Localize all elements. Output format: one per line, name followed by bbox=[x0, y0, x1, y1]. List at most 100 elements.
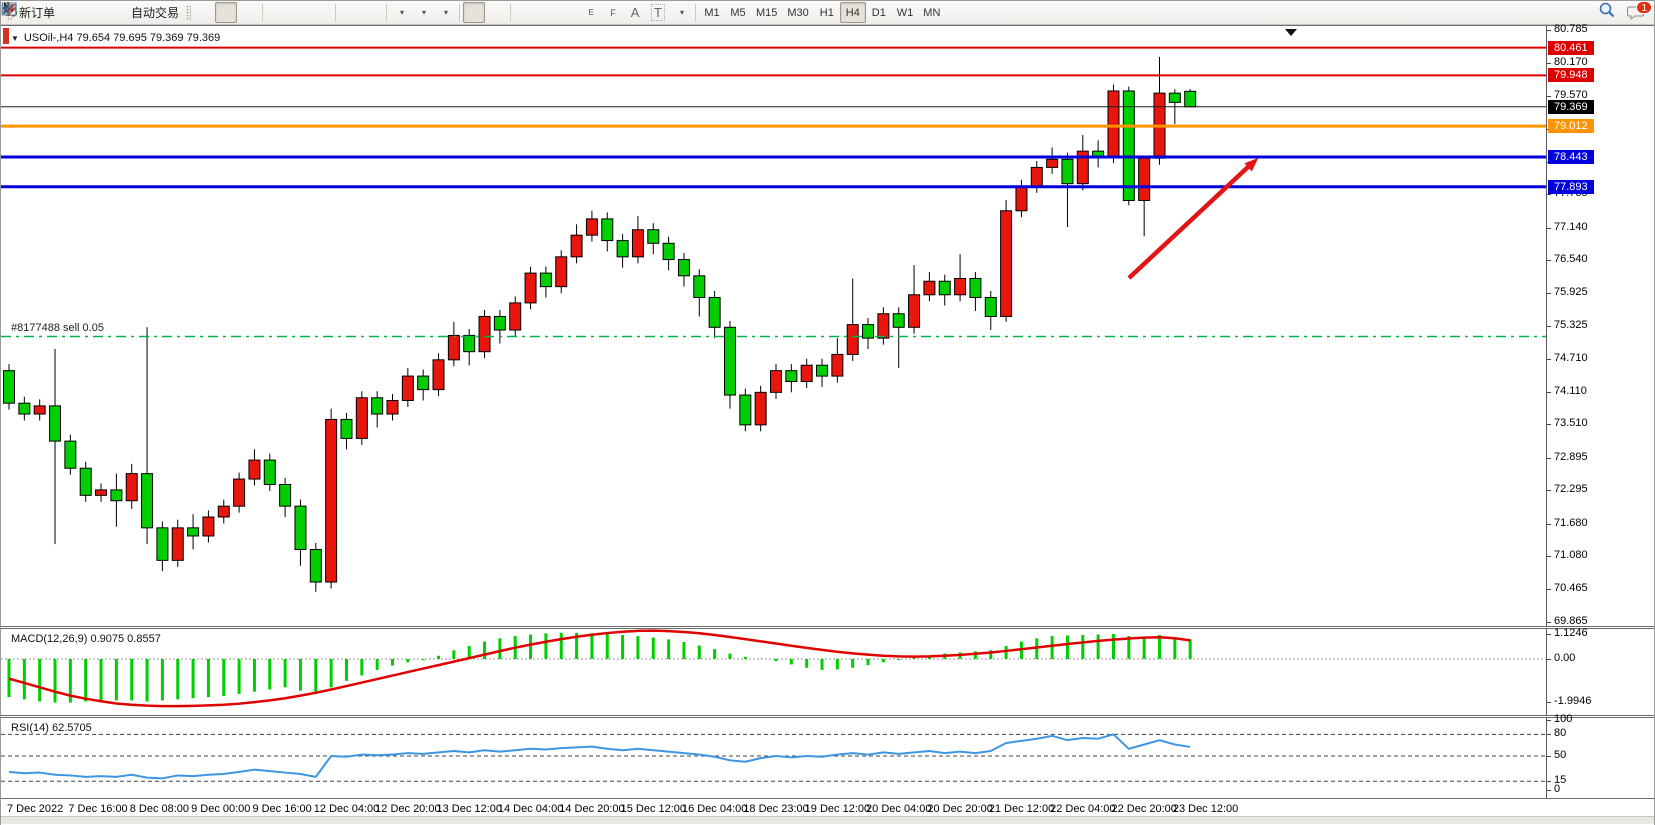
axis-tick bbox=[1547, 424, 1551, 426]
rsi-axis[interactable]: 100 80 50 15 0 bbox=[1546, 713, 1649, 798]
tf-button-D1[interactable]: D1 bbox=[871, 6, 886, 19]
rsi-scale-label: 50 bbox=[1554, 749, 1567, 761]
axis-tick bbox=[1547, 30, 1551, 31]
time-axis-label: 12 Dec 20:00 bbox=[375, 803, 441, 815]
price-tick-label: 76.540 bbox=[1554, 253, 1588, 266]
candle-chart-type-icon[interactable] bbox=[3, 2, 238, 23]
tf-button-M1[interactable]: M1 bbox=[704, 6, 720, 19]
tf-button-M15[interactable]: M15 bbox=[755, 6, 778, 19]
macd-signal-line bbox=[8, 629, 1191, 708]
macd-scale-label: 1.1246 bbox=[1554, 627, 1588, 640]
toolbar-grip[interactable] bbox=[186, 4, 192, 21]
macd-canvas[interactable] bbox=[1, 629, 1546, 715]
rsi-label: RSI(14) 62.5705 bbox=[11, 722, 92, 734]
tf-button-MN[interactable]: MN bbox=[923, 6, 941, 19]
price-tick-label: 72.895 bbox=[1554, 450, 1588, 463]
price-tick-label: 80.170 bbox=[1554, 56, 1588, 69]
axis-tick bbox=[1547, 227, 1551, 229]
price-tick-label: 70.465 bbox=[1554, 582, 1588, 595]
horizontal-line-tool[interactable] bbox=[2, 2, 558, 23]
chart-shift-icon[interactable] bbox=[2, 2, 383, 23]
price-badge-79.369: 79.369 bbox=[1548, 99, 1594, 114]
trend-arrow[interactable] bbox=[1127, 165, 1250, 280]
axis-tick bbox=[1547, 325, 1551, 327]
macd-scale-label: -1.9946 bbox=[1554, 695, 1592, 708]
vertical-line-tool[interactable] bbox=[7, 2, 536, 23]
time-axis-label: 7 Dec 16:00 bbox=[68, 803, 128, 815]
price-axis[interactable]: 80.78580.17079.57078.95578.35577.75577.1… bbox=[1546, 23, 1649, 627]
rsi-pane[interactable]: RSI(14) 62.5705 100 80 50 15 0 bbox=[1, 713, 1654, 798]
notification-badge: 1 bbox=[1636, 0, 1652, 14]
arrows-tool[interactable]: ▾ bbox=[2, 2, 692, 23]
price-tick-label: 75.325 bbox=[1554, 318, 1588, 331]
pane-splitter[interactable] bbox=[1, 715, 1654, 718]
axis-tick bbox=[1547, 523, 1551, 525]
axis-tick bbox=[1547, 556, 1551, 558]
zoom-out-icon[interactable] bbox=[2, 2, 310, 23]
price-tick-label: 74.110 bbox=[1554, 384, 1587, 397]
tf-button-M30[interactable]: M30 bbox=[787, 6, 809, 19]
tf-button-M5[interactable]: M5 bbox=[730, 6, 746, 19]
rsi-scale-label: 0 bbox=[1554, 783, 1561, 795]
time-axis-label: 14 Dec 04:00 bbox=[497, 803, 564, 815]
main-chart-pane[interactable]: ▼ USOil-,H4 79.654 79.695 79.369 79.369 #… bbox=[1, 23, 1654, 627]
chat-icon[interactable]: 1 bbox=[1626, 0, 1652, 24]
price-badge-79.012: 79.012 bbox=[1548, 119, 1594, 134]
rsi-canvas[interactable] bbox=[1, 718, 1546, 798]
line-chart-type-icon[interactable] bbox=[1, 2, 259, 23]
chevron-down-icon: ▾ bbox=[422, 8, 427, 17]
time-axis-label: 13 Dec 12:00 bbox=[436, 803, 502, 815]
fibonacci-tool[interactable]: F bbox=[2, 2, 624, 23]
text-tool[interactable]: A bbox=[630, 5, 640, 20]
tf-button-H4[interactable]: H4 bbox=[839, 2, 866, 23]
time-axis-label: 16 Dec 04:00 bbox=[681, 803, 748, 815]
price-tick-label: 71.080 bbox=[1554, 549, 1588, 562]
macd-label: MACD(12,26,9) 0.9075 0.8557 bbox=[11, 633, 161, 645]
channel-tool[interactable]: E bbox=[1, 2, 602, 23]
axis-tick bbox=[1547, 589, 1551, 591]
new-order-button[interactable]: 新订单 bbox=[19, 6, 56, 20]
pane-splitter[interactable] bbox=[1, 626, 1654, 629]
time-axis-label: 21 Dec 12:00 bbox=[988, 803, 1055, 815]
macd-histogram bbox=[7, 632, 1192, 703]
crosshair-tool[interactable] bbox=[2, 2, 507, 23]
price-badge-78.443: 78.443 bbox=[1548, 149, 1594, 164]
auto-scroll-icon[interactable] bbox=[2, 2, 361, 23]
time-axis-label: 20 Dec 04:00 bbox=[866, 803, 932, 815]
time-axis-label: 12 Dec 04:00 bbox=[313, 803, 380, 815]
search-icon[interactable] bbox=[1598, 2, 1620, 24]
tile-windows-icon[interactable] bbox=[1, 2, 332, 23]
templates-icon[interactable]: ▾ bbox=[2, 2, 456, 23]
time-axis-label: 19 Dec 12:00 bbox=[804, 803, 871, 815]
chart-title: ▼ USOil-,H4 79.654 79.695 79.369 79.369 bbox=[11, 32, 221, 44]
time-axis-label: 9 Dec 00:00 bbox=[191, 803, 251, 815]
periods-icon[interactable]: ▾ bbox=[2, 2, 434, 23]
open-position-label[interactable]: #8177488 sell 0.05 bbox=[11, 321, 104, 334]
chevron-down-icon: ▾ bbox=[444, 8, 449, 17]
community-icon[interactable] bbox=[1, 2, 104, 23]
window-bottom-strip bbox=[1, 816, 1654, 824]
caret-down-icon[interactable]: ▼ bbox=[11, 34, 19, 43]
indicators-icon[interactable]: ▾ bbox=[1, 2, 412, 23]
macd-axis[interactable]: 1.1246 0.00 -1.9946 bbox=[1546, 627, 1649, 715]
tf-button-H1[interactable]: H1 bbox=[819, 6, 834, 19]
zoom-in-icon[interactable] bbox=[2, 2, 288, 23]
time-axis-label: 22 Dec 04:00 bbox=[1050, 803, 1116, 815]
trendline-tool[interactable] bbox=[2, 2, 580, 23]
price-tick-label: 77.140 bbox=[1554, 220, 1588, 233]
cursor-tool[interactable] bbox=[4, 2, 486, 23]
text-label-tool[interactable]: T bbox=[646, 2, 670, 23]
bar-chart-type-icon[interactable] bbox=[3, 2, 215, 23]
autotrade-button[interactable]: 自动交易 bbox=[1, 2, 184, 23]
axis-tick bbox=[1547, 63, 1551, 65]
macd-pane[interactable]: MACD(12,26,9) 0.9075 0.8557 1.1246 0.00 -1… bbox=[1, 627, 1654, 715]
trend-arrow-head[interactable] bbox=[1244, 157, 1259, 172]
candlestick-canvas[interactable] bbox=[1, 26, 1546, 627]
tf-button-W1[interactable]: W1 bbox=[896, 6, 914, 19]
axis-tick bbox=[1547, 359, 1551, 361]
coin-icon[interactable] bbox=[2, 2, 82, 23]
chart-shift-marker[interactable] bbox=[1285, 29, 1297, 36]
rsi-line bbox=[8, 733, 1191, 780]
signals-icon[interactable] bbox=[2, 2, 126, 23]
time-axis-label: 8 Dec 08:00 bbox=[129, 803, 190, 815]
